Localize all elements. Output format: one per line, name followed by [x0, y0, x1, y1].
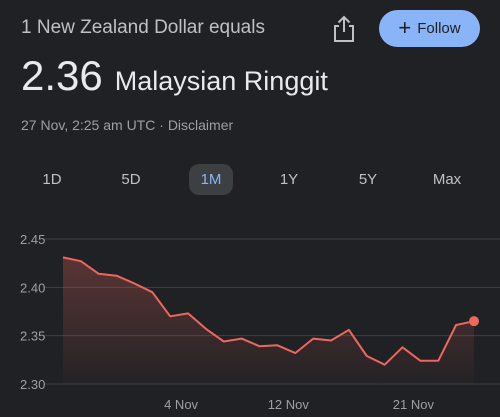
tab-5d[interactable]: 5D: [121, 171, 141, 188]
y-tick-label: 2.45: [20, 232, 45, 247]
y-tick-label: 2.35: [20, 329, 45, 344]
share-icon: [334, 15, 354, 42]
follow-button[interactable]: + Follow: [379, 10, 480, 47]
tab-1d[interactable]: 1D: [42, 171, 62, 188]
rate-area: [63, 257, 474, 384]
share-button[interactable]: [328, 11, 360, 47]
y-tick-label: 2.40: [20, 280, 45, 295]
x-tick-label: 4 Nov: [164, 397, 198, 412]
follow-label: Follow: [417, 20, 461, 37]
latest-point-marker: [469, 316, 479, 327]
rate-value: 2.36: [21, 52, 103, 99]
tab-max[interactable]: Max: [432, 171, 462, 188]
disclaimer-link[interactable]: Disclaimer: [167, 117, 234, 133]
x-tick-label: 12 Nov: [268, 397, 310, 412]
rate-row: 2.36 Malaysian Ringgit: [21, 52, 328, 100]
tab-1y[interactable]: 1Y: [279, 171, 299, 188]
tab-5y[interactable]: 5Y: [358, 171, 378, 188]
range-tabs: 1D 5D 1M 1Y 5Y Max: [0, 164, 500, 196]
target-currency: Malaysian Ringgit: [114, 66, 328, 96]
meta-separator: ·: [159, 117, 164, 133]
plus-icon: +: [398, 14, 412, 40]
rate-meta: 27 Nov, 2:25 am UTC · Disclaimer: [21, 117, 233, 133]
conversion-header: 1 New Zealand Dollar equals: [21, 17, 265, 38]
tab-1m[interactable]: 1M: [189, 164, 233, 195]
exchange-rate-chart: 2.45 2.40 2.35 2.30 4 Nov 12 Nov 21 Nov: [20, 232, 500, 412]
timestamp: 27 Nov, 2:25 am UTC: [21, 117, 156, 133]
rate-line: [62, 256, 475, 366]
x-tick-label: 21 Nov: [393, 397, 435, 412]
y-tick-label: 2.30: [20, 377, 45, 392]
